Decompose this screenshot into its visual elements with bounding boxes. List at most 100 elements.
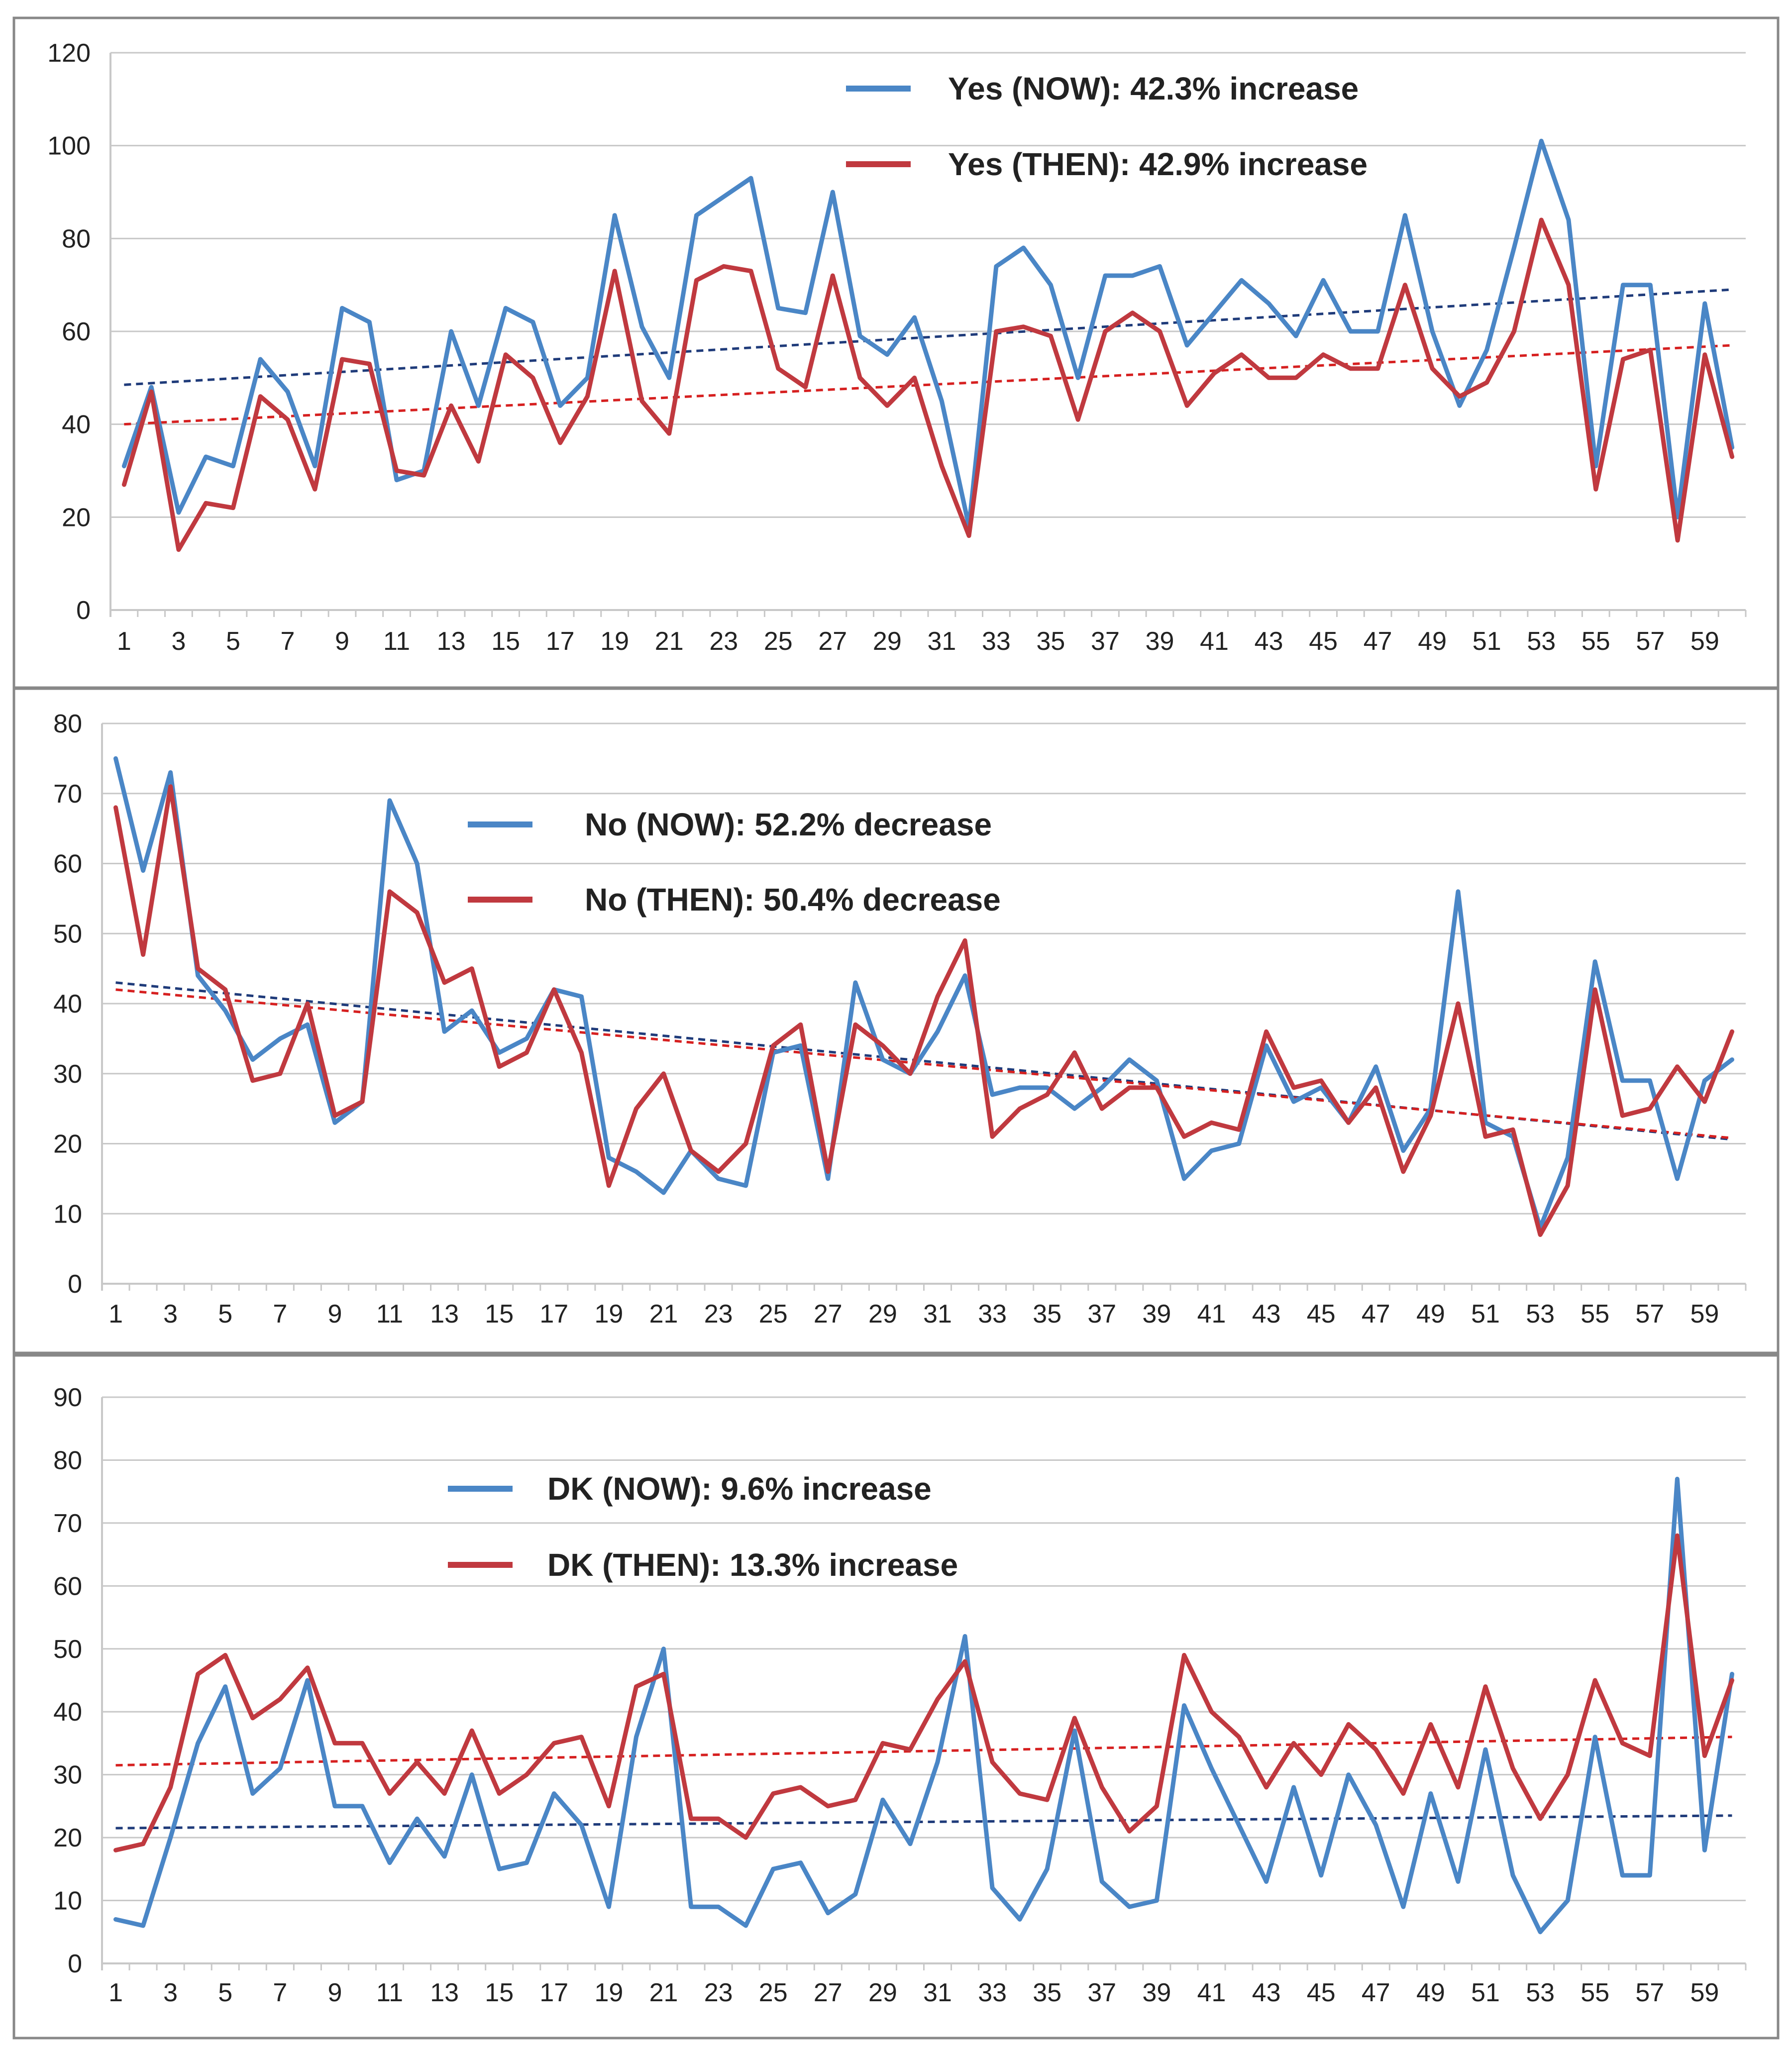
y-tick-label: 0 (76, 596, 91, 625)
x-tick-label: 17 (539, 1978, 568, 2007)
x-tick-label: 13 (430, 1978, 459, 2007)
x-tick-label: 29 (868, 1300, 897, 1329)
x-tick-label: 23 (704, 1300, 733, 1329)
x-tick-label: 53 (1527, 627, 1556, 656)
y-tick-label: 10 (53, 1200, 82, 1229)
x-tick-label: 49 (1418, 627, 1447, 656)
y-tick-label: 0 (68, 1270, 82, 1299)
x-tick-label: 25 (759, 1978, 788, 2007)
x-tick-label: 13 (437, 627, 466, 656)
series-line (113, 1533, 1734, 1852)
x-tick-label: 57 (1635, 1300, 1664, 1329)
x-tick-label: 45 (1309, 627, 1338, 656)
x-tick-label: 29 (868, 1978, 897, 2007)
y-tick-label: 40 (53, 990, 82, 1019)
x-tick-label: 9 (335, 627, 349, 656)
legend-label: DK (NOW): 9.6% increase (547, 1471, 932, 1507)
x-tick-label: 19 (595, 1300, 624, 1329)
x-tick-label: 13 (430, 1300, 459, 1329)
x-tick-label: 15 (485, 1978, 514, 2007)
x-tick-label: 57 (1635, 1978, 1664, 2007)
x-tick-label: 9 (327, 1978, 342, 2007)
y-tick-label: 90 (53, 1383, 82, 1412)
x-tick-label: 39 (1143, 1300, 1171, 1329)
y-tick-label: 70 (53, 780, 82, 809)
x-tick-label: 37 (1087, 1978, 1116, 2007)
x-tick-label: 55 (1581, 627, 1610, 656)
x-tick-label: 41 (1197, 1978, 1226, 2007)
x-tick-label: 29 (873, 627, 902, 656)
x-tick-label: 33 (978, 1300, 1007, 1329)
x-tick-label: 7 (281, 627, 295, 656)
x-tick-label: 35 (1033, 1978, 1061, 2007)
x-tick-label: 51 (1473, 627, 1501, 656)
y-tick-label: 20 (62, 503, 91, 532)
x-tick-label: 59 (1690, 1978, 1719, 2007)
x-tick-label: 5 (218, 1978, 232, 2007)
x-tick-label: 17 (539, 1300, 568, 1329)
x-tick-label: 21 (649, 1300, 678, 1329)
x-tick-label: 53 (1526, 1978, 1555, 2007)
chart-frame (12, 687, 1780, 1354)
x-tick-label: 49 (1416, 1300, 1445, 1329)
x-tick-label: 11 (376, 1978, 403, 2007)
x-tick-label: 25 (764, 627, 793, 656)
x-tick-label: 43 (1255, 627, 1283, 656)
series-line (121, 217, 1735, 552)
legend-label: Yes (NOW): 42.3% increase (948, 71, 1359, 106)
x-tick-label: 51 (1471, 1300, 1500, 1329)
series-line (113, 756, 1734, 1230)
x-tick-label: 55 (1581, 1300, 1609, 1329)
y-tick-label: 60 (53, 850, 82, 879)
x-tick-label: 21 (655, 627, 684, 656)
y-tick-label: 70 (53, 1509, 82, 1538)
x-tick-label: 7 (273, 1978, 287, 2007)
x-tick-label: 37 (1087, 1300, 1116, 1329)
x-tick-label: 31 (923, 1300, 952, 1329)
x-tick-label: 1 (117, 627, 131, 656)
y-tick-label: 80 (53, 710, 82, 738)
trendline (115, 988, 1732, 1139)
y-tick-label: 80 (53, 1446, 82, 1475)
legend-label: DK (THEN): 13.3% increase (547, 1547, 958, 1583)
x-tick-label: 3 (163, 1978, 178, 2007)
series-line (113, 784, 1734, 1237)
x-tick-label: 53 (1526, 1300, 1555, 1329)
y-tick-label: 60 (62, 317, 91, 346)
x-tick-label: 59 (1690, 1300, 1719, 1329)
y-tick-label: 30 (53, 1761, 82, 1790)
y-tick-label: 40 (62, 410, 91, 439)
x-tick-label: 45 (1307, 1978, 1336, 2007)
x-tick-label: 23 (704, 1978, 733, 2007)
y-tick-label: 80 (62, 224, 91, 253)
x-tick-label: 59 (1690, 627, 1719, 656)
trendline (115, 1814, 1732, 1830)
x-tick-label: 35 (1037, 627, 1065, 656)
x-tick-label: 35 (1033, 1300, 1061, 1329)
x-tick-label: 9 (327, 1300, 342, 1329)
x-tick-label: 55 (1581, 1978, 1609, 2007)
x-tick-label: 3 (171, 627, 186, 656)
x-tick-label: 27 (814, 1978, 843, 2007)
y-tick-label: 50 (53, 1635, 82, 1664)
x-tick-label: 37 (1091, 627, 1120, 656)
x-tick-label: 3 (163, 1300, 178, 1329)
y-tick-label: 100 (47, 132, 91, 161)
legend-label: No (THEN): 50.4% decrease (585, 882, 1001, 918)
y-tick-label: 0 (68, 1949, 82, 1978)
x-tick-label: 39 (1146, 627, 1174, 656)
x-tick-label: 11 (376, 1300, 403, 1329)
x-tick-label: 31 (927, 627, 956, 656)
y-tick-label: 10 (53, 1887, 82, 1916)
x-tick-label: 43 (1252, 1300, 1281, 1329)
x-tick-label: 31 (923, 1978, 952, 2007)
y-tick-label: 60 (53, 1572, 82, 1601)
x-tick-label: 51 (1471, 1978, 1500, 2007)
x-tick-label: 1 (108, 1978, 123, 2007)
x-tick-label: 33 (978, 1978, 1007, 2007)
x-tick-label: 57 (1636, 627, 1665, 656)
x-tick-label: 47 (1362, 1300, 1390, 1329)
x-tick-label: 43 (1252, 1978, 1281, 2007)
x-tick-label: 41 (1200, 627, 1229, 656)
